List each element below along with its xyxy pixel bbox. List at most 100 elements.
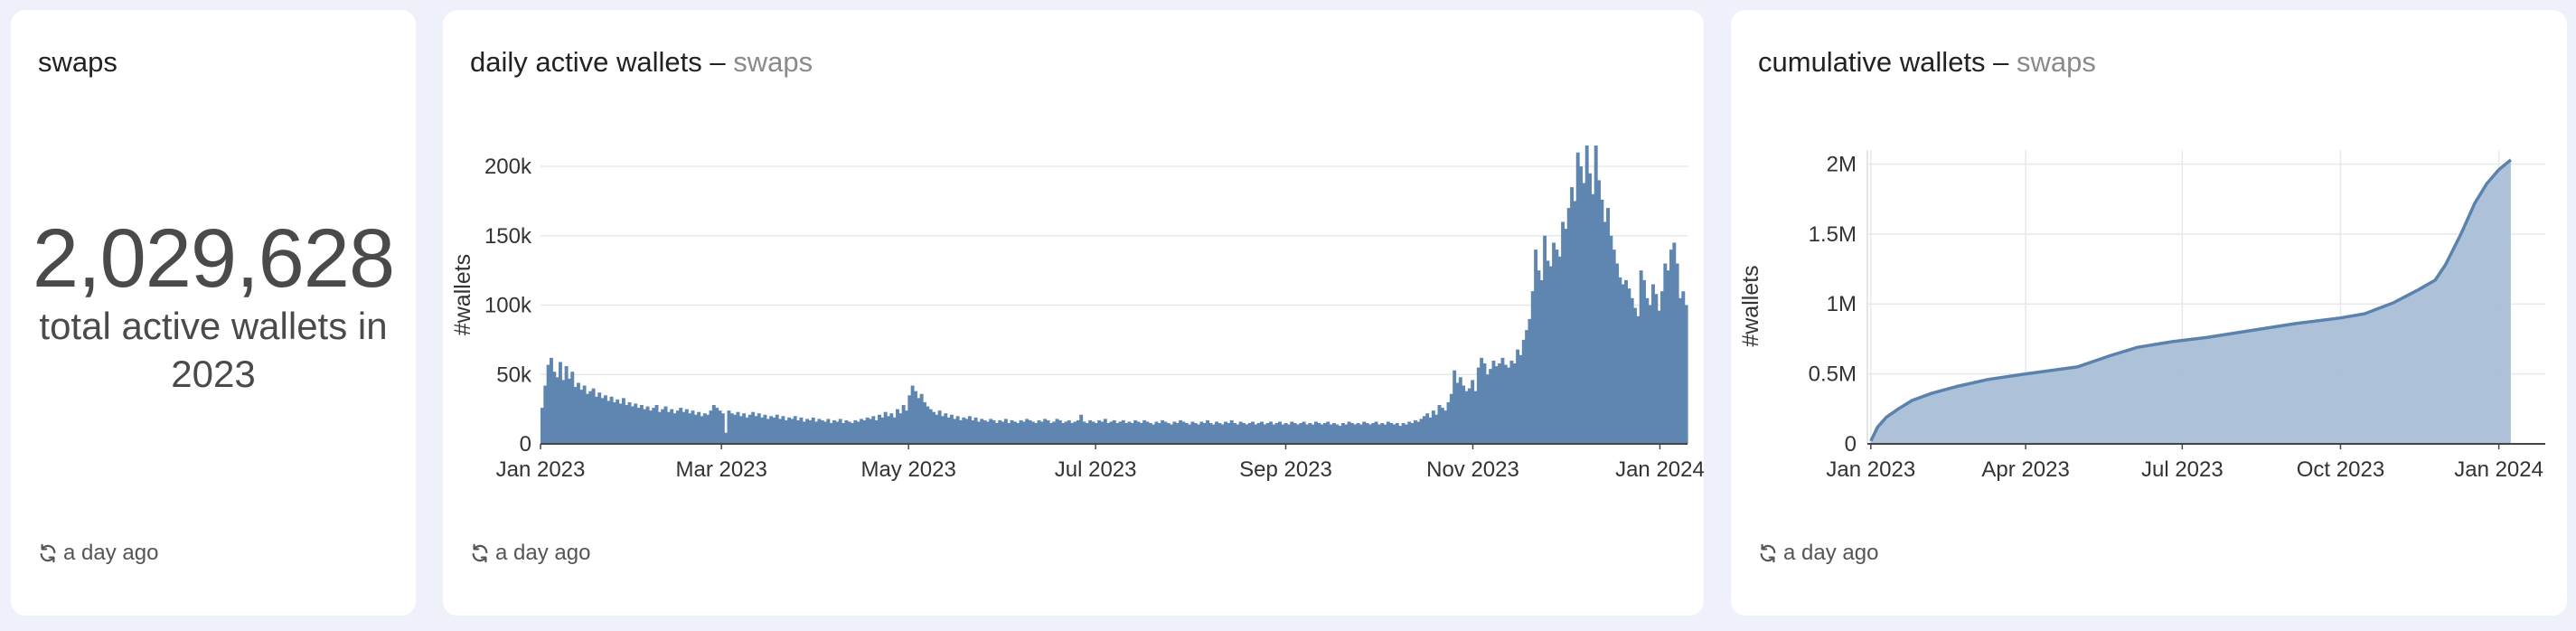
- refresh-status[interactable]: a day ago: [470, 541, 590, 566]
- bar: [1067, 419, 1071, 444]
- bar: [1440, 408, 1444, 444]
- bar: [1305, 424, 1309, 444]
- bar: [1058, 419, 1062, 444]
- bar: [661, 409, 665, 444]
- bar: [1434, 414, 1439, 444]
- bar: [757, 413, 761, 444]
- refresh-icon: [40, 543, 56, 563]
- bar: [1362, 421, 1367, 444]
- bar: [1224, 421, 1228, 444]
- bar: [1681, 291, 1686, 444]
- bar: [693, 414, 698, 444]
- bar: [564, 366, 569, 444]
- bar: [994, 422, 999, 444]
- bar: [841, 422, 846, 444]
- bar: [618, 403, 623, 444]
- bar: [1534, 250, 1538, 444]
- bar: [1606, 208, 1611, 444]
- bar: [1404, 424, 1408, 444]
- bar: [928, 409, 933, 444]
- refresh-status[interactable]: a day ago: [1758, 541, 1878, 566]
- bar: [1678, 297, 1682, 444]
- y-tick-label: 0: [1845, 432, 1857, 457]
- bar: [814, 421, 819, 444]
- bar: [1161, 419, 1165, 444]
- bar: [558, 362, 562, 444]
- bar: [616, 399, 620, 444]
- refresh-icon: [472, 543, 488, 563]
- bar: [1413, 419, 1417, 444]
- bar: [1564, 229, 1568, 444]
- counter-card-title[interactable]: swaps: [38, 46, 118, 79]
- bar: [1179, 419, 1183, 444]
- y-axis-label: #wallets: [1738, 265, 1763, 346]
- bar: [1170, 424, 1174, 444]
- bar: [1446, 401, 1451, 444]
- cumulative-wallets-title[interactable]: cumulative wallets – swaps: [1758, 46, 2096, 79]
- bar: [1512, 363, 1517, 444]
- bar: [919, 393, 924, 444]
- bar: [1654, 294, 1659, 444]
- y-axis-label: #wallets: [450, 254, 475, 335]
- bar: [1085, 422, 1089, 444]
- bar: [1197, 424, 1201, 444]
- bar: [887, 416, 890, 444]
- x-tick-label: Jan 2023: [1826, 457, 1915, 482]
- bar: [1371, 422, 1376, 444]
- bar: [832, 419, 837, 444]
- bar: [1374, 421, 1378, 444]
- x-tick-label: Oct 2023: [2297, 457, 2384, 482]
- bar: [1278, 421, 1282, 444]
- bar: [1139, 422, 1143, 444]
- bar: [1443, 410, 1448, 444]
- bar: [1666, 270, 1670, 444]
- bar: [817, 419, 822, 444]
- card-title-text: cumulative wallets: [1758, 46, 1986, 78]
- bar: [1422, 416, 1426, 444]
- bar: [1663, 263, 1668, 444]
- bar: [1076, 419, 1080, 444]
- bar: [958, 419, 963, 444]
- bar: [1389, 422, 1394, 444]
- bar: [869, 419, 872, 444]
- bar: [1353, 424, 1358, 444]
- bar: [1464, 391, 1469, 444]
- bar: [1639, 270, 1643, 444]
- bar: [1449, 393, 1453, 444]
- bar: [561, 380, 566, 444]
- bar: [808, 419, 813, 444]
- bar: [1127, 421, 1132, 444]
- bar: [682, 411, 686, 444]
- daily-wallets-title[interactable]: daily active wallets – swaps: [470, 46, 813, 79]
- bar: [829, 422, 833, 444]
- card-subtitle: swaps: [733, 46, 813, 78]
- bar: [630, 406, 635, 444]
- bar: [657, 411, 662, 444]
- bar: [1021, 421, 1026, 444]
- bar: [1320, 424, 1324, 444]
- bar: [1208, 422, 1213, 444]
- refresh-status[interactable]: a day ago: [38, 541, 158, 566]
- daily-wallets-chart: 0 50k 100k 150k 200k Jan 2023 Mar 2023 May 2023…: [450, 146, 1705, 482]
- bar: [962, 417, 966, 444]
- x-tick-label: Jan 2023: [496, 457, 586, 482]
- bar: [790, 419, 794, 444]
- bar: [1217, 422, 1222, 444]
- bar: [826, 419, 831, 444]
- bar: [1539, 279, 1544, 444]
- bar: [1043, 419, 1048, 444]
- bar: [847, 421, 851, 444]
- bar: [1308, 422, 1312, 444]
- bar: [1064, 421, 1068, 444]
- bar: [1028, 419, 1032, 444]
- total-wallets-value: 2,029,628: [32, 212, 395, 305]
- bar: [923, 401, 926, 444]
- bar: [1537, 270, 1541, 444]
- bar: [1552, 242, 1556, 444]
- bar: [1340, 422, 1345, 444]
- bar: [1584, 146, 1589, 444]
- bar: [1597, 180, 1602, 445]
- y-tick-label: 150k: [484, 224, 532, 249]
- bar: [627, 401, 632, 444]
- bar: [778, 419, 783, 444]
